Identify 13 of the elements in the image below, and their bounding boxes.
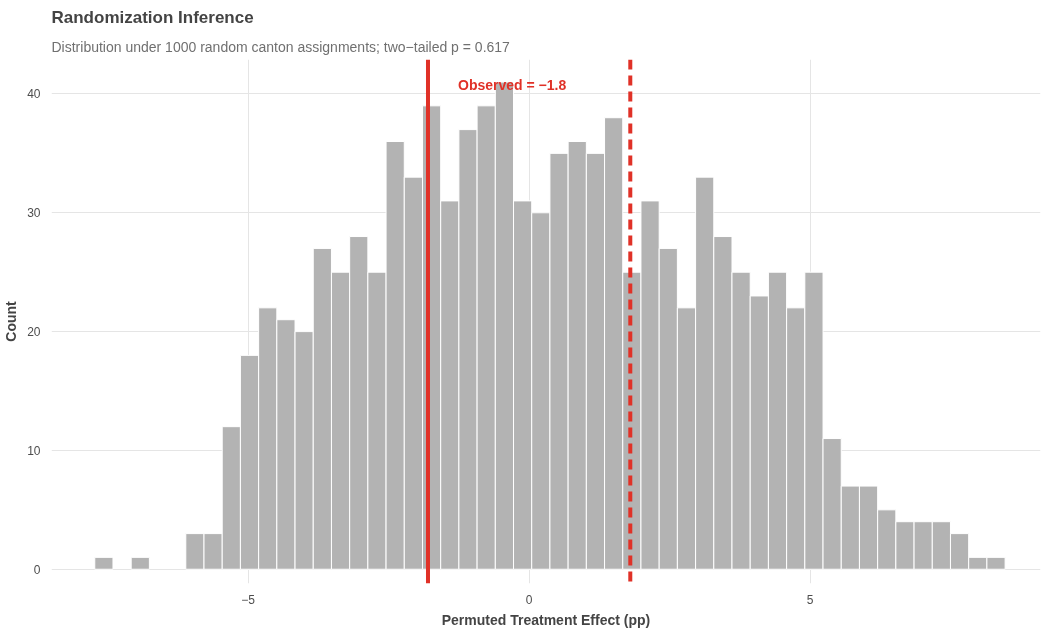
chart-title: Randomization Inference	[51, 7, 254, 27]
y-tick-label: 40	[27, 87, 41, 102]
y-tick-label: 0	[33, 562, 41, 577]
chart-subtitle: Distribution under 1000 random canton assignments; two−tailed p = 0.617	[51, 38, 511, 55]
y-tick-label: 30	[27, 206, 41, 221]
y-tick-label: 20	[27, 325, 41, 340]
annotation: Observed = −1.8	[457, 76, 567, 93]
x-tick-label: 5	[806, 592, 814, 607]
x-tick-label: −5	[241, 592, 256, 607]
y-tick-label: 10	[27, 443, 41, 458]
x-axis-title: Permuted Treatment Effect (pp)	[441, 611, 651, 628]
x-tick-label: 0	[525, 592, 533, 607]
y-axis-title: Count	[3, 300, 20, 342]
